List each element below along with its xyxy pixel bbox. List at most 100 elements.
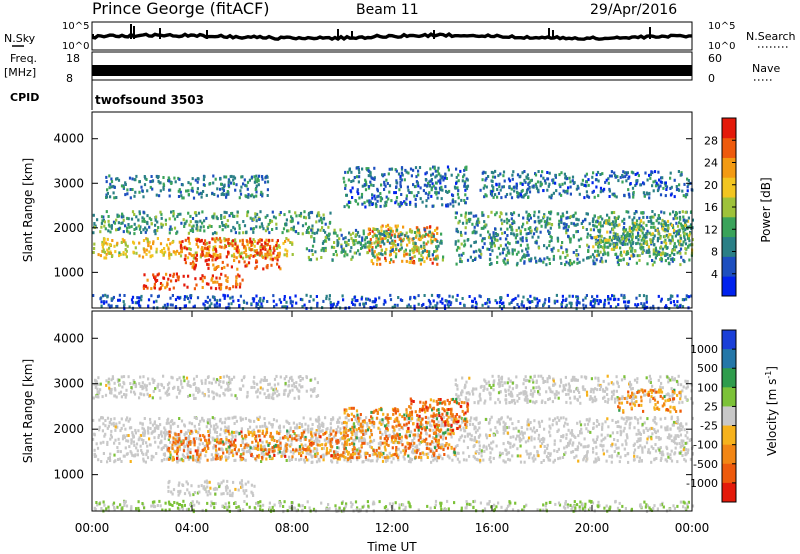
echo-cell — [441, 188, 444, 192]
echo-cell — [376, 199, 379, 203]
echo-cell — [500, 307, 504, 311]
echo-cell — [652, 248, 655, 252]
echo-cell — [454, 200, 457, 204]
echo-cell — [161, 283, 164, 287]
echo-cell — [364, 301, 367, 305]
echo-cell — [652, 304, 655, 308]
echo-cell — [521, 433, 524, 437]
echo-cell — [272, 451, 275, 455]
echo-cell — [529, 229, 532, 233]
echo-cell — [481, 237, 484, 241]
echo-cell — [540, 174, 543, 178]
echo-cell — [422, 250, 425, 254]
echo-cell — [411, 261, 414, 264]
echo-cell — [108, 456, 111, 460]
echo-cell — [315, 257, 318, 261]
echo-cell — [164, 428, 167, 432]
echo-cell — [289, 241, 292, 244]
echo-cell — [491, 180, 494, 183]
echo-cell — [168, 194, 171, 198]
echo-cell — [364, 188, 368, 192]
echo-cell — [585, 454, 588, 457]
echo-cell — [268, 231, 271, 235]
echo-cell — [449, 202, 452, 206]
echo-cell — [102, 242, 105, 246]
echo-cell — [279, 430, 282, 433]
echo-cell — [596, 294, 599, 298]
echo-cell — [565, 250, 568, 254]
echo-cell — [619, 433, 622, 437]
echo-cell — [511, 248, 514, 252]
echo-cell — [429, 167, 432, 171]
echo-cell — [106, 242, 109, 246]
echo-cell — [637, 225, 640, 229]
echo-cell — [172, 274, 175, 278]
echo-cell — [613, 211, 616, 214]
echo-cell — [553, 439, 556, 443]
echo-cell — [136, 296, 139, 300]
echo-cell — [219, 286, 223, 290]
echo-cell — [102, 215, 105, 219]
echo-cell — [289, 301, 292, 305]
echo-cell — [336, 241, 339, 245]
echo-cell — [163, 457, 166, 461]
echo-cell — [526, 217, 529, 221]
echo-cell — [291, 300, 294, 304]
echo-cell — [191, 217, 195, 220]
echo-cell — [562, 226, 565, 230]
echo-cell — [215, 236, 218, 240]
echo-cell — [259, 245, 262, 248]
echo-cell — [365, 416, 368, 420]
echo-cell — [145, 248, 148, 252]
echo-cell — [213, 212, 216, 216]
echo-cell — [210, 302, 213, 306]
echo-cell — [641, 304, 644, 308]
echo-cell — [686, 189, 689, 193]
echo-cell — [511, 252, 514, 256]
colorbar-swatch — [722, 276, 736, 297]
echo-cell — [134, 190, 137, 194]
echo-cell — [233, 255, 236, 259]
echo-cell — [205, 241, 209, 245]
echo-cell — [194, 263, 197, 267]
echo-cell — [365, 432, 368, 435]
echo-cell — [306, 230, 310, 234]
echo-cell — [649, 173, 652, 177]
echo-cell — [99, 230, 102, 234]
echo-cell — [414, 242, 417, 246]
echo-cell — [592, 299, 595, 303]
freq-panel: Freq. [MHz] 18 8 60 0 Nave — [4, 51, 780, 85]
echo-cell — [270, 219, 274, 223]
echo-cell — [614, 297, 617, 301]
echo-cell — [304, 222, 307, 226]
echo-cell — [673, 253, 676, 256]
echo-cell — [100, 225, 103, 229]
echo-cell — [354, 228, 358, 232]
echo-cell — [544, 181, 547, 185]
echo-cell — [219, 255, 222, 259]
colorbar-swatch — [722, 216, 736, 238]
echo-cell — [164, 286, 167, 290]
echo-cell — [666, 425, 669, 429]
echo-cell — [477, 435, 480, 439]
echo-cell — [261, 247, 265, 251]
echo-cell — [586, 195, 589, 199]
echo-cell — [521, 239, 524, 243]
echo-cell — [390, 258, 393, 262]
echo-cell — [601, 444, 604, 448]
echo-cell — [275, 241, 278, 245]
echo-cell — [530, 435, 533, 439]
echo-cell — [663, 211, 666, 215]
echo-cell — [595, 225, 598, 229]
echo-cell — [408, 253, 411, 257]
echo-cell — [548, 171, 551, 175]
echo-cell — [241, 448, 244, 452]
echo-cell — [591, 175, 594, 179]
echo-cell — [490, 236, 494, 240]
echo-cell — [125, 249, 128, 253]
echo-cell — [614, 232, 617, 236]
echo-cell — [676, 224, 680, 228]
echo-cell — [512, 427, 515, 431]
echo-cell — [244, 194, 247, 198]
echo-cell — [385, 224, 388, 228]
